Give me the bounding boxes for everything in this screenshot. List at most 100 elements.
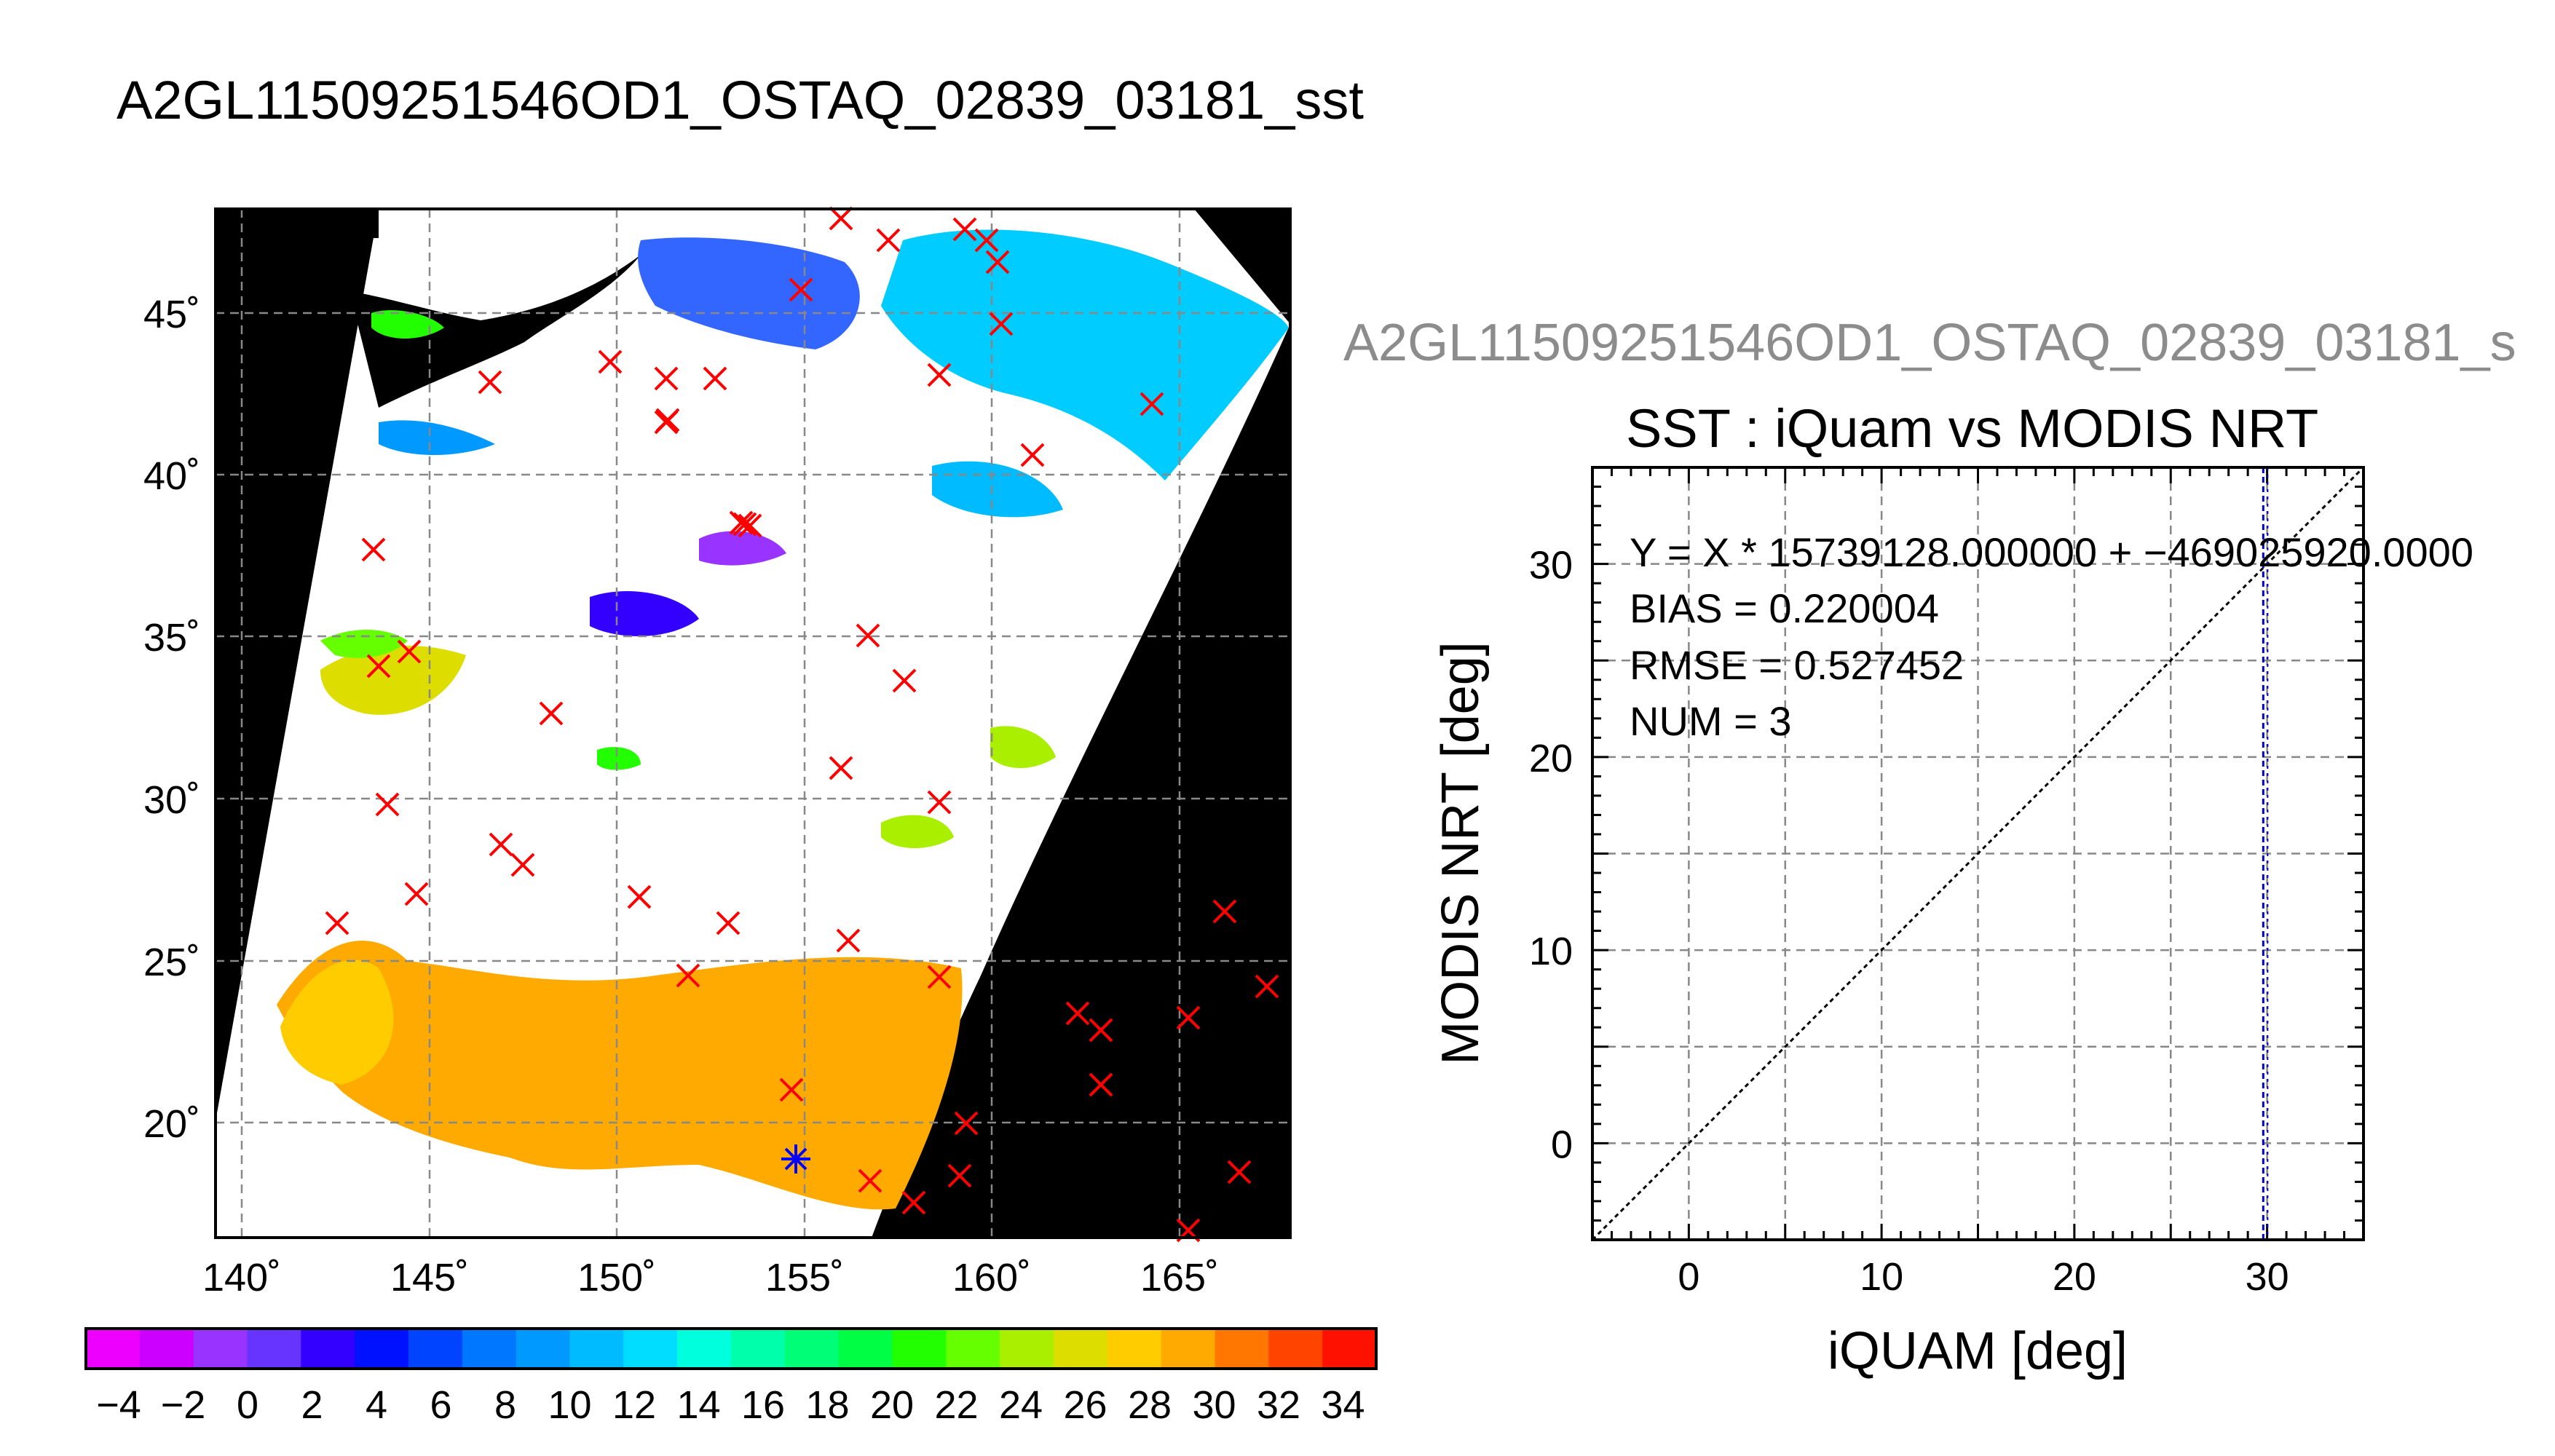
match-marker	[655, 408, 680, 432]
scatter-y-tick-label: 20	[1529, 737, 1573, 780]
map-grid	[216, 209, 1290, 1238]
map-lon-label: 155˚	[765, 1256, 844, 1299]
main-title: A2GL11509251546OD1_OSTAQ_02839_03181_sst	[117, 70, 1364, 130]
colorbar-tick-label: 30	[1192, 1383, 1236, 1427]
marker-stroke	[1227, 1160, 1252, 1184]
colorbar-segment	[1054, 1329, 1108, 1369]
sst-patch-green-3	[881, 815, 954, 848]
colorbar-tick-label: 14	[676, 1383, 720, 1427]
colorbar	[84, 1327, 1378, 1370]
colorbar-tick-label: 32	[1257, 1383, 1300, 1427]
map-lon-label: 140˚	[202, 1256, 281, 1299]
map-lat-label: 25˚	[143, 941, 200, 984]
map-axis-labels: 45˚ 40˚ 35˚ 30˚ 25˚ 20˚ 140˚ 145˚ 150˚ 155˚ 160˚ 16…	[143, 293, 1219, 1299]
scatter-x-axis-label: iQUAM [deg]	[1828, 1322, 2128, 1380]
match-marker	[397, 639, 422, 664]
marker-stroke	[1212, 899, 1237, 924]
match-marker	[716, 911, 741, 935]
scatter-plot: 0 10 20 30 0 10 20 30 iQUAM [deg] MODIS NRT [deg]…	[1431, 466, 2473, 1380]
marker-stroke	[627, 885, 652, 909]
match-marker	[478, 370, 502, 395]
colorbar-tick-label: 18	[805, 1383, 849, 1427]
marker-stroke	[489, 832, 513, 857]
colorbar-tick-label: −2	[161, 1383, 206, 1427]
colorbar-tick-label: 34	[1321, 1383, 1365, 1427]
colorbar-tick-label: −4	[96, 1383, 141, 1427]
colorbar-segment	[784, 1329, 840, 1369]
colorbar-tick-label: 20	[870, 1383, 914, 1427]
marker-stroke	[954, 1111, 979, 1136]
colorbar-tick-label: 16	[741, 1383, 785, 1427]
map-lon-label: 160˚	[952, 1256, 1031, 1299]
match-marker	[1227, 1160, 1252, 1184]
marker-stroke	[654, 366, 679, 391]
colorbar-labels: −4 −2 0 2 4 6 8 10 12 14 16 18 20 22 24 26 28 30 32 34	[96, 1383, 1365, 1427]
marker-stroke	[927, 363, 952, 387]
sst-patch-green-4	[597, 747, 641, 770]
marker-stroke	[539, 701, 564, 726]
colorbar-segment	[462, 1329, 517, 1369]
match-marker	[539, 701, 564, 726]
match-marker	[927, 965, 952, 989]
match-marker	[952, 217, 977, 242]
match-marker	[989, 312, 1014, 336]
match-marker	[1255, 974, 1279, 999]
match-marker	[361, 537, 386, 562]
colorbar-tick-label: 12	[612, 1383, 656, 1427]
marker-stroke	[375, 792, 400, 817]
marker-stroke	[1089, 1072, 1113, 1097]
colorbar-tick-label: 6	[430, 1383, 451, 1427]
colorbar-tick-label: 4	[366, 1383, 387, 1427]
map-lon-label: 165˚	[1140, 1256, 1219, 1299]
marker-stroke	[510, 852, 535, 877]
map-lat-label: 40˚	[143, 454, 200, 498]
marker-stroke	[892, 668, 917, 693]
marker-stroke	[1255, 974, 1279, 999]
sst-patch-green-2	[990, 726, 1056, 768]
match-marker	[876, 228, 901, 253]
marker-stroke	[1065, 1001, 1090, 1026]
map-left-edge	[216, 209, 379, 238]
scatter-subtitle: A2GL11509251546OD1_OSTAQ_02839_03181_s	[1343, 314, 2516, 372]
match-marker	[375, 792, 400, 817]
scatter-y-tick-label: 10	[1529, 930, 1573, 973]
marker-stroke	[325, 911, 350, 935]
marker-stroke	[858, 1168, 882, 1193]
colorbar-tick-label: 22	[934, 1383, 978, 1427]
marker-stroke	[1089, 1018, 1113, 1042]
marker-stroke	[927, 965, 952, 989]
map-lat-label: 30˚	[143, 778, 200, 822]
match-marker	[366, 654, 391, 678]
match-marker	[779, 1077, 804, 1102]
map-lat-label: 35˚	[143, 616, 200, 660]
sst-patch-teal	[379, 420, 495, 455]
sst-patch-blue-3	[699, 531, 786, 566]
colorbar-segment	[301, 1329, 356, 1369]
match-marker	[510, 852, 535, 877]
colorbar-segment	[623, 1329, 679, 1369]
match-marker	[325, 911, 350, 935]
colorbar-tick-label: 28	[1128, 1383, 1172, 1427]
match-marker	[738, 513, 762, 538]
marker-stroke	[598, 349, 623, 374]
colorbar-segment	[355, 1329, 409, 1369]
colorbar-segment	[1215, 1329, 1270, 1369]
marker-stroke	[703, 366, 727, 391]
match-marker	[654, 366, 679, 391]
colorbar-segment	[1322, 1329, 1377, 1369]
colorbar-segment	[838, 1329, 893, 1369]
marker-stroke	[738, 513, 762, 538]
marker-stroke	[829, 756, 853, 780]
match-marker	[836, 928, 861, 953]
match-marker	[1176, 1005, 1201, 1030]
colorbar-segment	[193, 1329, 248, 1369]
match-marker	[1089, 1072, 1113, 1097]
sst-patch-yellow	[280, 960, 394, 1085]
match-marker	[892, 668, 917, 693]
match-marker	[947, 1163, 972, 1188]
map-lon-label: 150˚	[577, 1256, 656, 1299]
marker-stroke	[974, 228, 999, 253]
match-marker	[703, 366, 727, 391]
colorbar-segment	[731, 1329, 786, 1369]
colorbar-tick-label: 10	[548, 1383, 591, 1427]
